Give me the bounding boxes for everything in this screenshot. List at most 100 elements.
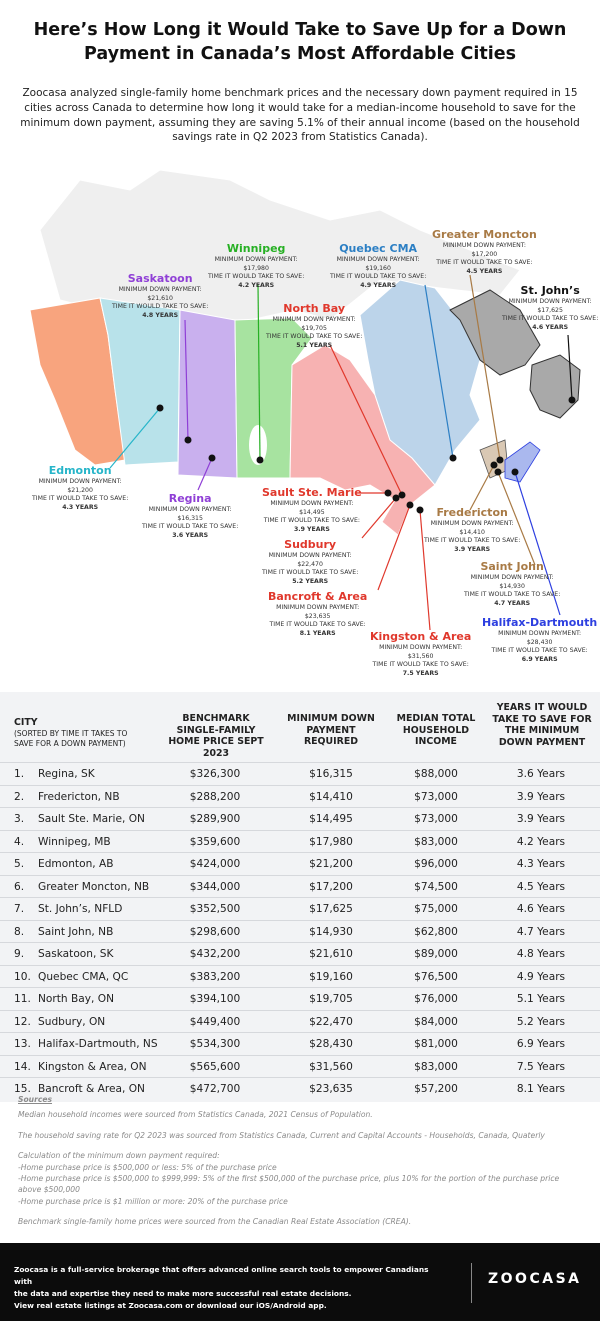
stjohns-dot [568, 396, 576, 404]
min-caption: MINIMUM DOWN PAYMENT: [498, 630, 582, 637]
fredericton-dot [490, 461, 498, 469]
saskatoon-line [184, 319, 189, 441]
kingston-line [419, 509, 431, 631]
table-row: 14. Kingston & Area, ON $565,600 $31,560 $83… [0, 1054, 600, 1078]
min-down-cell: $16,315 [309, 768, 353, 780]
min-caption: MINIMUM DOWN PAYMENT: [268, 552, 352, 559]
income-cell: $83,000 [414, 1060, 458, 1073]
city-name: Edmonton, AB [38, 858, 114, 870]
time-caption: TIME IT WOULD TAKE TO SAVE: [32, 495, 129, 503]
years-cell: 3.9 Years [516, 813, 566, 825]
northbay-label: North Bay MINIMUM DOWN PAYMENT: $19,705 … [266, 302, 362, 350]
halifax-line [514, 471, 561, 616]
min-caption: MINIMUM DOWN PAYMENT: [118, 286, 202, 293]
table-row: 10. Quebec CMA, QC $383,200 $19,160 $76,500 4… [0, 964, 600, 988]
years-cell: 4.7 Years [516, 925, 566, 938]
years-value: 4.3 YEARS [62, 503, 99, 511]
city-name: North Bay [283, 302, 346, 315]
moncton-line [469, 274, 501, 461]
time-caption: TIME IT WOULD TAKE TO SAVE: [269, 621, 366, 629]
header-income: MEDIAN TOTAL HOUSEHOLD INCOME [396, 713, 476, 747]
price-cell: $326,300 [189, 768, 241, 780]
min-down-cell: $19,160 [309, 970, 353, 983]
min-caption: MINIMUM DOWN PAYMENT: [148, 506, 232, 513]
regina-label: Regina MINIMUM DOWN PAYMENT: $16,315 TIM… [142, 492, 238, 540]
city-name: Regina, SK [38, 768, 95, 780]
rank: 9. [14, 948, 25, 960]
price-cell: $432,200 [189, 948, 241, 960]
income-cell: $57,200 [414, 1083, 458, 1095]
income-cell: $76,500 [414, 970, 458, 983]
time-caption: TIME IT WOULD TAKE TO SAVE: [142, 523, 239, 531]
min-value: $19,160 [365, 264, 391, 272]
footer-line-3: View real estate listings at Zoocasa.com… [14, 1301, 327, 1310]
sources-heading: Sources [18, 1095, 53, 1104]
table-row: 15. Bancroft & Area, ON $472,700 $23,635 $57… [0, 1077, 600, 1100]
note-calculation: Calculation of the minimum down payment … [18, 1150, 582, 1207]
city-name: Sudbury [284, 538, 337, 551]
min-caption: MINIMUM DOWN PAYMENT: [38, 478, 122, 485]
rank: 1. [14, 768, 25, 780]
min-value: $16,315 [177, 514, 203, 522]
min-value: $14,930 [499, 582, 525, 590]
rank: 11. [14, 993, 31, 1005]
table-row: 7. St. John’s, NFLD $352,500 $17,625 $75,000… [0, 897, 600, 920]
min-caption: MINIMUM DOWN PAYMENT: [214, 256, 298, 263]
price-cell: $344,000 [189, 880, 241, 893]
saskatoon-label: Saskatoon MINIMUM DOWN PAYMENT: $21,610 … [112, 272, 208, 320]
income-cell: $96,000 [414, 858, 458, 870]
years-cell: 4.8 Years [516, 948, 566, 960]
footer: Zoocasa is a full-service brokerage that… [0, 1243, 600, 1321]
min-value: $23,635 [304, 612, 331, 620]
time-caption: TIME IT WOULD TAKE TO SAVE: [436, 259, 533, 267]
table-row: 1. Regina, SK $326,300 $16,315 $88,000 3.6 Ye… [0, 762, 600, 785]
city-name: Greater Moncton, NB [38, 880, 150, 893]
city-cell: 6. Greater Moncton, NB [14, 881, 149, 893]
note-income: Median household incomes were sourced fr… [18, 1110, 373, 1120]
price-cell: $424,000 [189, 858, 241, 870]
income-cell: $88,000 [414, 768, 458, 780]
price-cell: $565,600 [189, 1060, 241, 1073]
footer-line-1: Zoocasa is a full-service brokerage that… [14, 1265, 429, 1286]
city-cell: 9. Saskatoon, SK [14, 948, 113, 960]
rank: 2. [14, 790, 25, 803]
city-name: Greater Moncton [432, 228, 537, 241]
min-value: $14,495 [299, 508, 325, 516]
min-down-cell: $19,705 [309, 993, 353, 1005]
city-name: Sault Ste. Marie, ON [38, 813, 145, 825]
time-caption: TIME IT WOULD TAKE TO SAVE: [424, 537, 521, 545]
note-calc-3: -Home purchase price is $1 million or mo… [18, 1196, 288, 1206]
sudbury-line [361, 497, 397, 539]
city-name: Kingston & Area [370, 630, 472, 643]
price-cell: $288,200 [189, 790, 241, 803]
rank: 3. [14, 813, 25, 825]
years-value: 4.7 YEARS [494, 599, 531, 607]
years-value: 5.1 YEARS [296, 341, 333, 349]
years-cell: 5.2 Years [516, 1015, 566, 1028]
min-caption: MINIMUM DOWN PAYMENT: [508, 298, 592, 305]
min-caption: MINIMUM DOWN PAYMENT: [442, 242, 526, 249]
stjohns-label: St. John’s MINIMUM DOWN PAYMENT: $17,625… [502, 284, 598, 332]
min-value: $22,470 [297, 560, 323, 568]
canada-map: Winnipeg MINIMUM DOWN PAYMENT: $17,980 T… [0, 160, 600, 700]
city-name: Quebec CMA [339, 242, 418, 255]
data-table: CITY (SORTED BY TIME IT TAKES TO SAVE FO… [0, 692, 600, 1102]
time-caption: TIME IT WOULD TAKE TO SAVE: [372, 661, 469, 669]
time-caption: TIME IT WOULD TAKE TO SAVE: [208, 273, 305, 281]
nb-region [479, 439, 509, 479]
city-name: Edmonton [48, 464, 112, 477]
years-cell: 6.9 Years [516, 1038, 566, 1050]
time-caption: TIME IT WOULD TAKE TO SAVE: [263, 517, 360, 525]
years-value: 5.2 YEARS [292, 577, 329, 585]
newfoundland-island [529, 354, 581, 419]
city-name: Saint John, NB [38, 925, 114, 938]
min-value: $31,560 [407, 652, 434, 660]
price-cell: $383,200 [189, 970, 241, 983]
regina-dot [208, 454, 216, 462]
header-min: MINIMUM DOWN PAYMENT REQUIRED [287, 713, 375, 747]
moncton-dot [496, 456, 504, 464]
city-cell: 2. Fredericton, NB [14, 791, 120, 803]
city-name: Winnipeg, MB [38, 835, 111, 848]
city-name: North Bay, ON [38, 993, 115, 1005]
winnipeg-label: Winnipeg MINIMUM DOWN PAYMENT: $17,980 T… [208, 242, 304, 290]
